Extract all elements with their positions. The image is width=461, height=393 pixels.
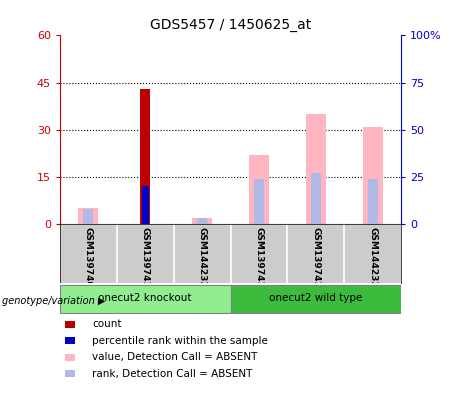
- Text: value, Detection Call = ABSENT: value, Detection Call = ABSENT: [92, 352, 258, 362]
- Bar: [83, 209, 94, 224]
- Bar: [254, 179, 264, 224]
- Bar: [363, 127, 383, 224]
- Bar: [367, 179, 378, 224]
- Bar: [142, 186, 148, 224]
- Text: onecut2 wild type: onecut2 wild type: [269, 293, 362, 303]
- Bar: [192, 218, 212, 224]
- Bar: [60, 285, 230, 313]
- Text: GSM1397412: GSM1397412: [311, 227, 320, 294]
- Text: onecut2 knockout: onecut2 knockout: [99, 293, 192, 303]
- Text: GSM1397410: GSM1397410: [141, 227, 150, 294]
- Bar: [230, 285, 401, 313]
- Bar: [78, 208, 98, 224]
- Text: GSM1442337: GSM1442337: [198, 227, 207, 294]
- Text: count: count: [92, 319, 122, 329]
- Text: genotype/variation ▶: genotype/variation ▶: [2, 296, 106, 306]
- Text: percentile rank within the sample: percentile rank within the sample: [92, 336, 268, 346]
- Title: GDS5457 / 1450625_at: GDS5457 / 1450625_at: [150, 18, 311, 31]
- Bar: [311, 173, 321, 224]
- Text: rank, Detection Call = ABSENT: rank, Detection Call = ABSENT: [92, 369, 253, 379]
- Bar: [249, 155, 269, 224]
- Text: GSM1397409: GSM1397409: [84, 227, 93, 294]
- Bar: [306, 114, 326, 224]
- Text: GSM1442336: GSM1442336: [368, 227, 377, 294]
- Bar: [140, 89, 150, 224]
- Text: GSM1397411: GSM1397411: [254, 227, 263, 294]
- Bar: [197, 219, 207, 224]
